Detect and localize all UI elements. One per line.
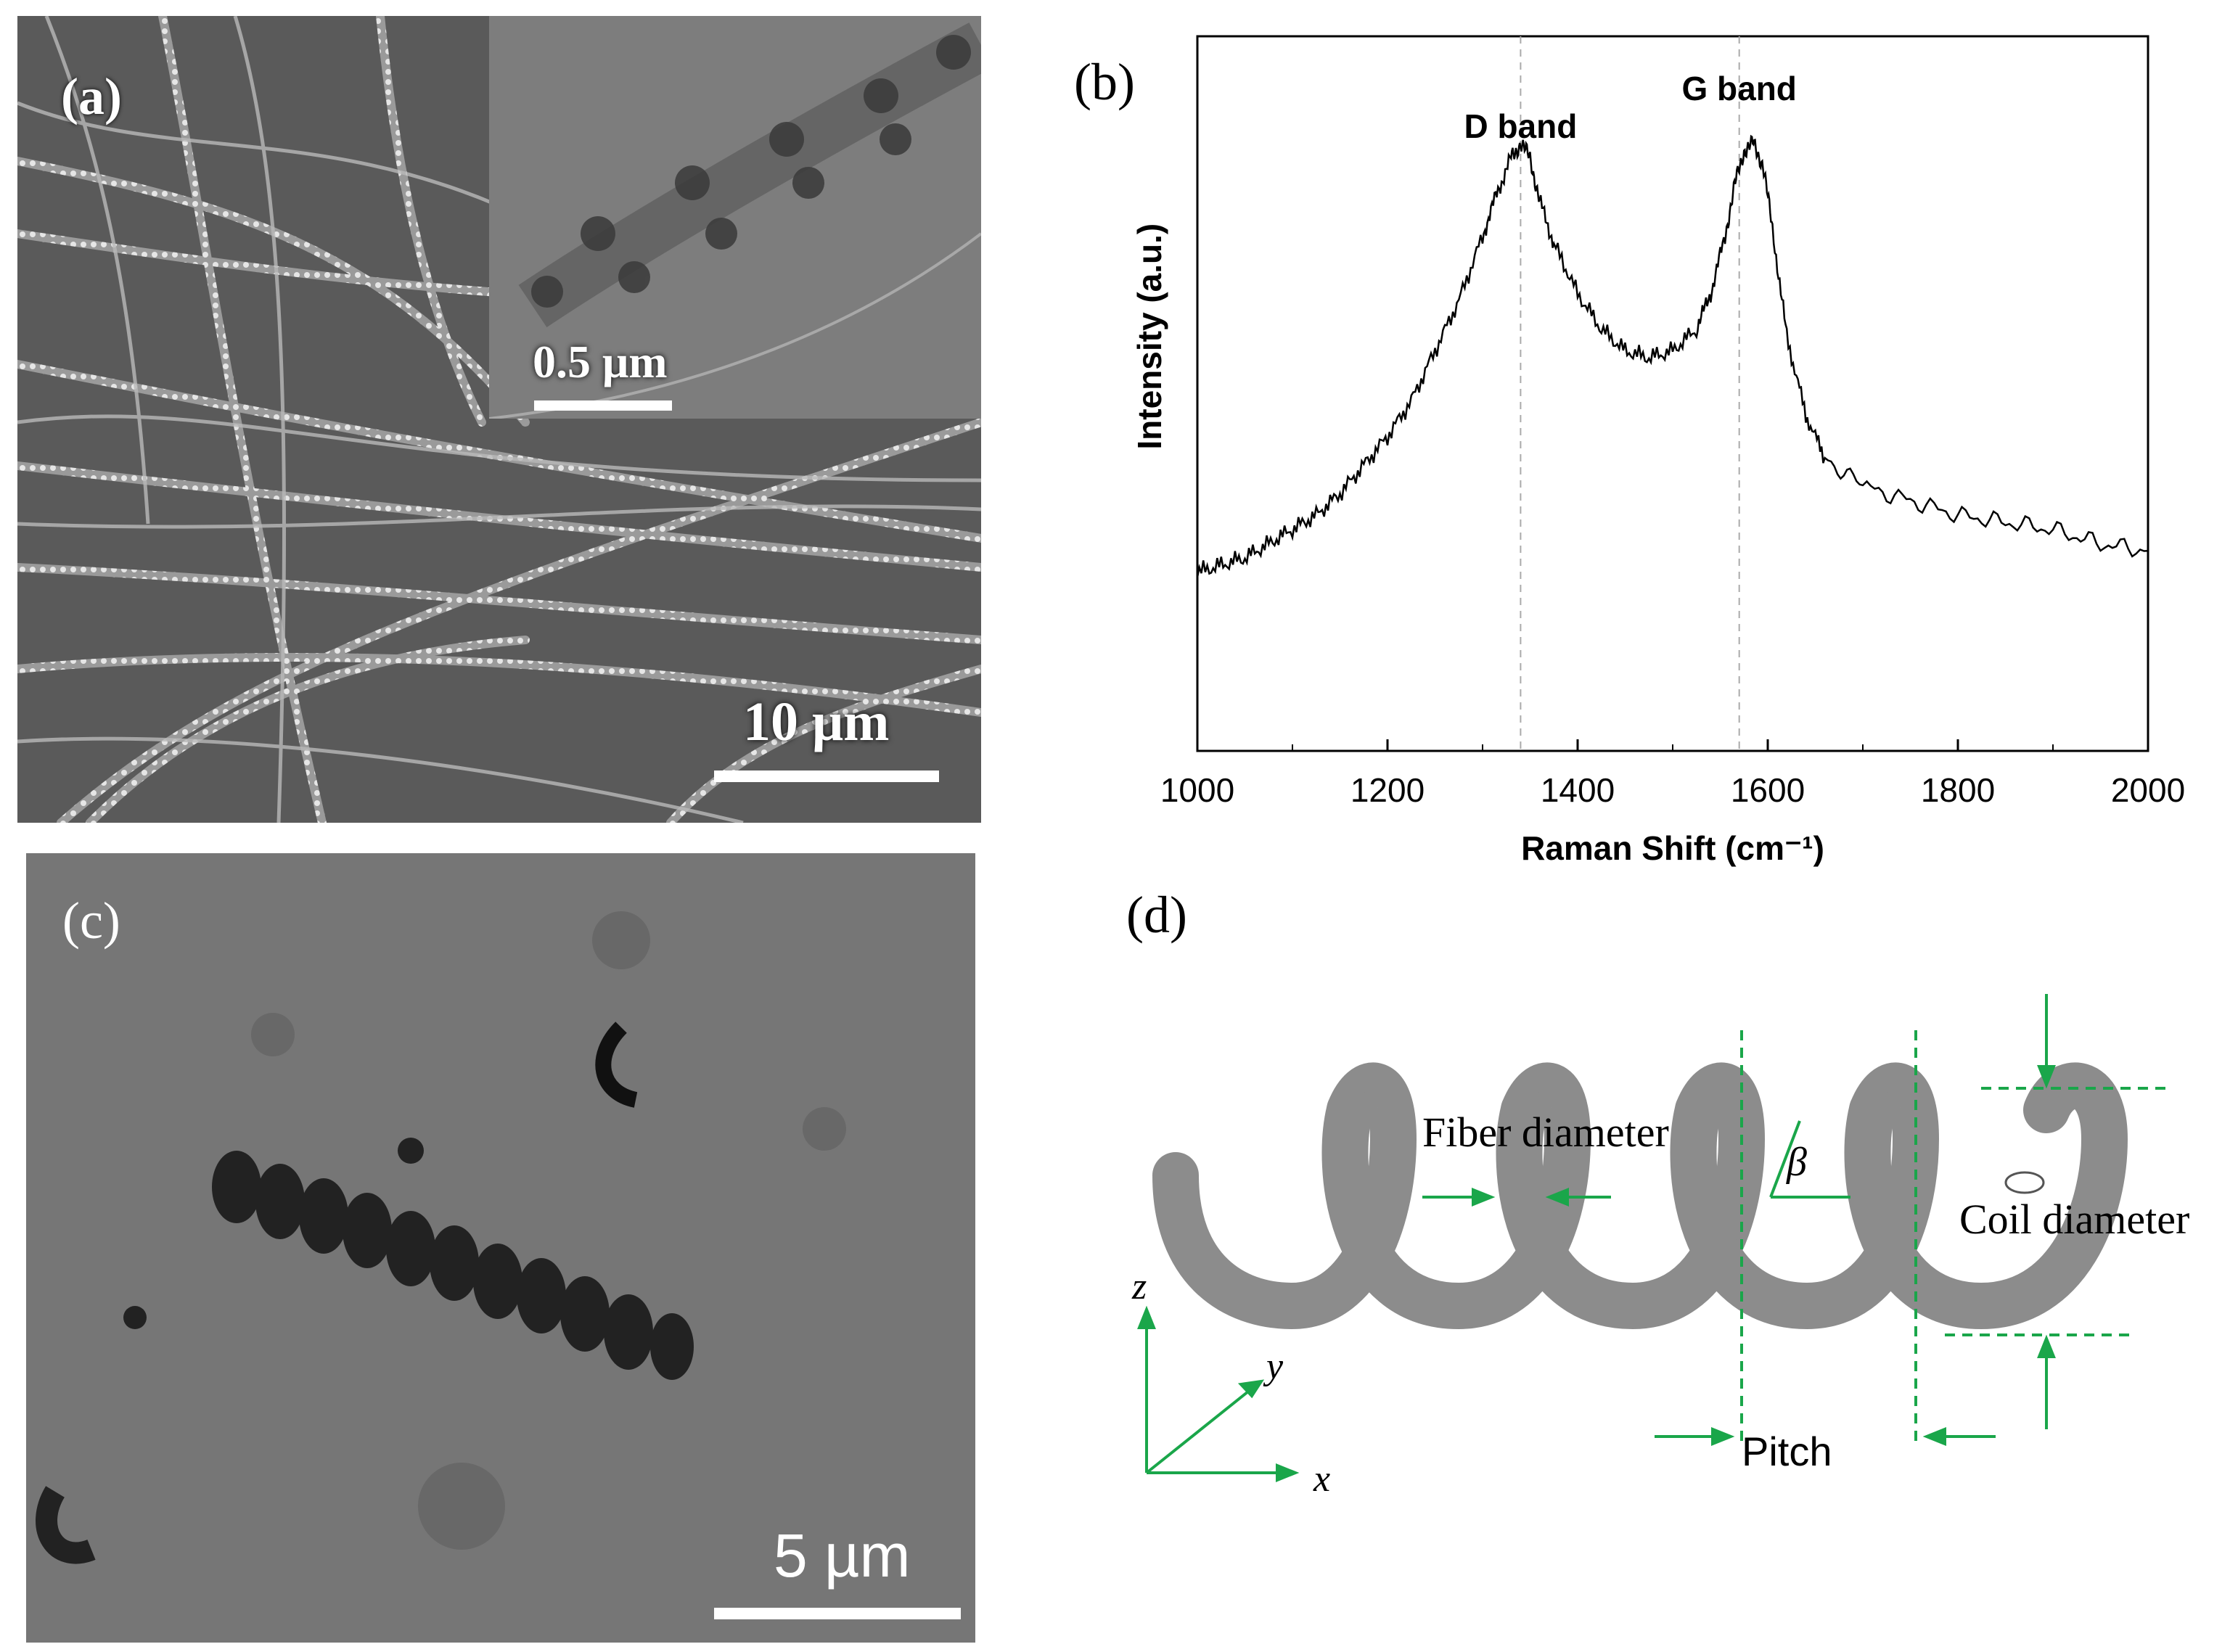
main-scale-bar [714,770,939,782]
panel-b-label: (b) [1074,53,1135,111]
helix-coil [1152,1062,2128,1330]
panel-a-label: (a) [61,67,122,126]
panel-c-scale-label: 5 µm [774,1521,911,1590]
y-axis-label: Intensity (a.u.) [1131,223,1168,450]
plot-frame [1196,35,2149,752]
panel-c-optical-image: (c) 5 µm [26,853,975,1643]
panel-d-label: (d) [1126,886,1187,944]
x-tick-label-0: 1000 [1160,771,1234,809]
annotation-label-1: G band [1681,70,1796,107]
raman-series-line [1196,134,2149,578]
inset-scale-label: 0.5 μm [533,336,668,387]
raman-chart: D band G band 1000 1200 1400 1600 1800 2000 Rama… [1131,35,2185,867]
x-tick-label-5: 2000 [2111,771,2185,809]
panel-a-sem-image: 0.5 μm (a) 10 μm [17,16,981,823]
x-axis-label: Raman Shift (cm⁻¹) [1521,829,1824,867]
axis-y-label: y [1263,1346,1284,1387]
x-tick-label-4: 1800 [1921,771,1995,809]
x-tick-label-2: 1400 [1541,771,1615,809]
x-tick-label-1: 1200 [1350,771,1425,809]
panel-c-label: (c) [62,892,120,950]
axis-z-label: z [1131,1266,1147,1307]
coil-diameter-label: Coil diameter [1959,1196,2189,1243]
optical-helix-image [26,853,975,1643]
panel-a-inset: 0.5 μm [488,16,981,420]
pitch-label: Pitch [1742,1429,1832,1474]
beta-label: β [1786,1140,1807,1185]
inset-helix-image [488,16,981,420]
main-scale-label: 10 μm [743,691,890,752]
x-tick-label-3: 1600 [1731,771,1805,809]
axis-x-label: x [1313,1458,1330,1500]
panel-c-scale-bar [714,1608,961,1619]
annotation-label-0: D band [1464,107,1577,145]
helix-schematic: Fiber diameter Coil diameter Pitch β z y… [1131,994,2189,1500]
fiber-diameter-label: Fiber diameter [1422,1109,1669,1156]
inset-scale-bar [534,400,672,411]
